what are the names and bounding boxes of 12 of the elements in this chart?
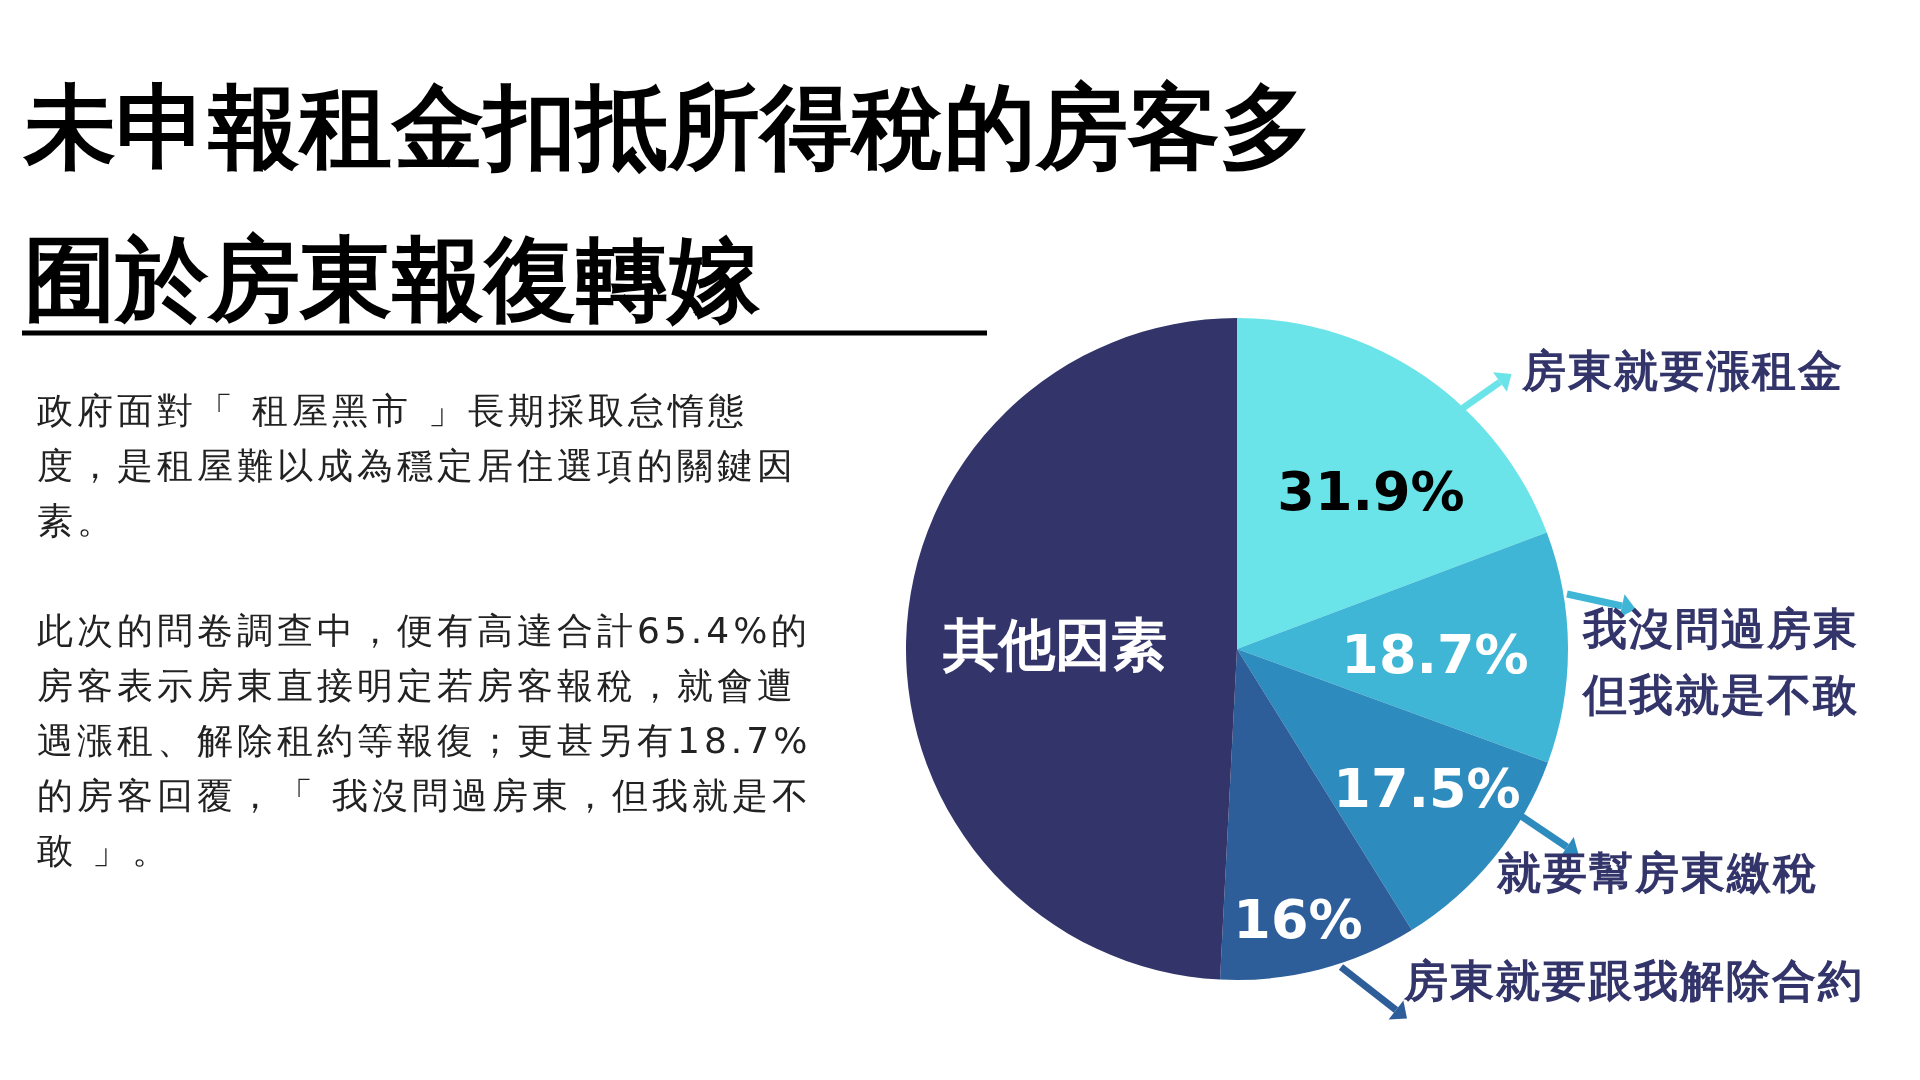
chart-title: 未申報租金扣抵所得稅的房客多囿於房東報復轉嫁 xyxy=(24,73,1313,335)
legend-label: 房東就要跟我解除合約 xyxy=(1404,954,1864,1008)
legend-label: 房東就要漲租金 xyxy=(1522,344,1844,398)
data-label: 31.9% xyxy=(1277,460,1465,523)
text: 此次的問卷調查中，便有高達合計65.4%的房客表示房東直接明定若房客報稅，就會遭遇漲租、解除租約等報復；更甚另有18.7%的房客回覆，「 我沒問過房東，但我就是不敢 」。 xyxy=(37,609,814,873)
data-label: 18.7% xyxy=(1341,623,1529,686)
slice-label: 我沒問過房東但我就是不敢 xyxy=(1583,602,1860,722)
data-label: 16% xyxy=(1233,888,1363,951)
slice-label: 其他因素 xyxy=(942,612,1168,678)
text: 政府面對「 租屋黑市 」長期採取怠惰態度，是租屋難以成為穩定居住選項的關鍵因素。 xyxy=(37,389,798,543)
data-label: 17.5% xyxy=(1333,757,1521,820)
slice-label: 就要幫房東繳稅 xyxy=(1497,846,1819,900)
